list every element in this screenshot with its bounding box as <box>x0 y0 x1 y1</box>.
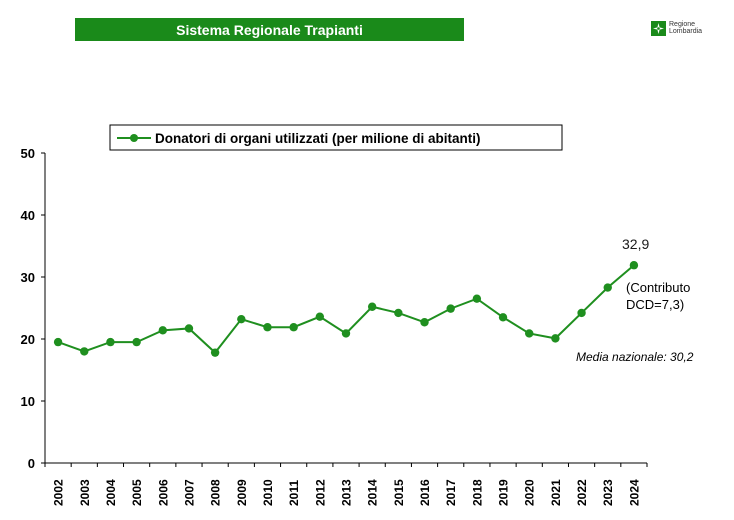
x-tick-label: 2023 <box>601 479 615 506</box>
data-point <box>184 324 194 333</box>
data-point <box>132 337 141 347</box>
x-tick-label: 2014 <box>366 479 380 506</box>
data-point <box>341 329 351 338</box>
data-point <box>394 308 403 318</box>
series-line <box>57 264 635 355</box>
x-tick-label: 2021 <box>549 479 563 506</box>
data-point <box>629 261 639 270</box>
media-nazionale-label: Media nazionale: 30,2 <box>576 350 694 364</box>
legend-marker <box>130 134 138 142</box>
data-point <box>367 302 377 311</box>
data-point <box>577 308 586 318</box>
contributo-label-line2: DCD=7,3) <box>626 297 684 312</box>
x-tick-label: 2019 <box>497 479 511 506</box>
data-point <box>80 347 89 356</box>
data-point <box>603 283 612 292</box>
regione-lombardia-logo: Regione Lombardia <box>651 18 721 38</box>
x-tick-label: 2011 <box>287 480 301 506</box>
logo-text-line1: Regione <box>669 21 696 28</box>
data-point <box>237 314 246 324</box>
y-tick-label: 30 <box>21 270 35 285</box>
data-point <box>53 337 63 347</box>
data-point <box>263 323 272 332</box>
x-tick-label: 2018 <box>470 479 484 506</box>
data-point <box>315 312 325 321</box>
legend-box <box>109 124 563 151</box>
data-point <box>551 334 560 343</box>
data-point <box>498 313 508 322</box>
header-title: Sistema Regionale Trapianti <box>176 21 363 38</box>
x-tick-label: 2009 <box>235 479 249 506</box>
x-tick-label: 2008 <box>209 479 223 506</box>
data-point <box>525 329 534 338</box>
logo-text-line2: Lombardia <box>669 28 703 35</box>
x-tick-label: 2005 <box>130 479 144 506</box>
y-tick-label: 10 <box>21 394 35 409</box>
x-tick-label: 2020 <box>523 479 537 506</box>
contributo-label-line1: (Contributo <box>626 280 690 295</box>
x-tick-label: 2013 <box>340 479 354 506</box>
last-value-label: 32,9 <box>622 236 649 252</box>
header-title-banner: Sistema Regionale Trapianti <box>75 18 464 41</box>
x-tick-label: 2006 <box>156 479 170 506</box>
y-tick-label: 50 <box>21 146 35 161</box>
data-point <box>158 326 167 335</box>
x-tick-label: 2010 <box>261 479 275 506</box>
x-tick-label: 2017 <box>444 479 458 506</box>
data-point <box>446 304 455 313</box>
x-tick-label: 2012 <box>313 479 327 506</box>
x-tick-label: 2015 <box>392 479 406 506</box>
data-point <box>106 337 115 347</box>
legend-label: Donatori di organi utilizzati (per milio… <box>155 131 481 146</box>
x-tick-label: 2003 <box>78 479 92 506</box>
x-tick-label: 2002 <box>52 479 66 506</box>
x-tick-label: 2024 <box>627 479 641 506</box>
data-point <box>210 348 220 357</box>
data-point <box>420 318 429 327</box>
y-tick-label: 0 <box>28 456 35 471</box>
y-tick-label: 40 <box>21 208 35 223</box>
x-tick-label: 2004 <box>104 479 118 506</box>
y-tick-label: 20 <box>21 332 35 347</box>
x-tick-label: 2016 <box>418 479 432 506</box>
data-point <box>472 294 482 303</box>
x-tick-label: 2007 <box>182 479 196 506</box>
data-point <box>289 323 298 332</box>
x-tick-label: 2022 <box>575 479 589 506</box>
lombardy-rose-icon <box>651 20 666 36</box>
